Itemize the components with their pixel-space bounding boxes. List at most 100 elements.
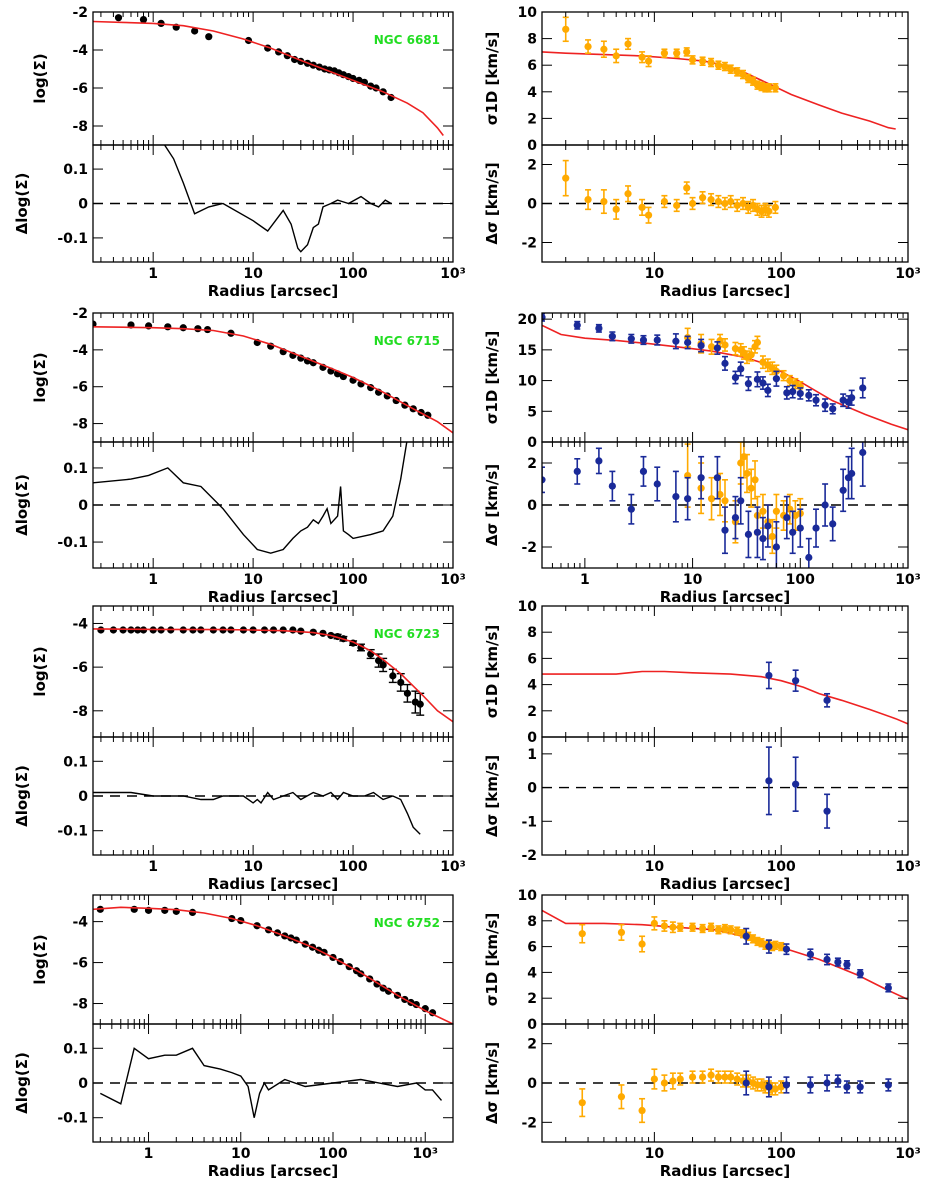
x-tick-label: 10 (645, 266, 665, 282)
y-tick-label: 0 (527, 197, 537, 213)
profile-point (97, 626, 105, 634)
y-tick-label: 8 (527, 32, 537, 48)
dispersion-orange-point (753, 338, 762, 347)
y-tick-label: 5 (527, 404, 537, 420)
dispersion-residual-blue-point (744, 530, 753, 539)
y-tick-label: -8 (72, 997, 88, 1013)
dispersion-residual-blue-point (697, 474, 705, 482)
dispersion-residual-blue-point (812, 524, 820, 532)
dispersion-model-curve (542, 670, 908, 725)
dispersion-residual-orange-point (688, 199, 697, 208)
y-tick-label: 6 (527, 651, 537, 667)
y-tick-label: 10 (518, 374, 538, 390)
dispersion-blue-point (639, 336, 648, 344)
profile-point (164, 323, 172, 331)
dispersion-residual-orange-point (707, 1071, 715, 1079)
profile-point (379, 661, 387, 669)
dispersion-orange-point (780, 372, 788, 380)
dispersion-residual-blue-point (782, 1081, 791, 1089)
y-tick-label: -8 (72, 119, 88, 135)
x-tick-label: 10 (231, 1146, 251, 1162)
density-frame (92, 11, 454, 146)
dispersion-blue-point (713, 344, 721, 352)
dispersion-blue-point (821, 401, 829, 409)
dispersion-orange-point (765, 84, 773, 92)
x-tick-label: 10³ (440, 859, 466, 875)
y-tick-label: -8 (72, 704, 88, 720)
y-tick-label: 8 (527, 625, 537, 641)
dispersion-orange-point (714, 61, 723, 69)
dispersion-residual-blue-point (834, 1077, 842, 1085)
y-tick-label: 0 (78, 789, 88, 805)
y-tick-label: 0 (527, 138, 537, 154)
dispersion-orange-point (771, 941, 779, 949)
dispersion-residual-orange-point (765, 207, 773, 215)
residual-ylabel: Δlog(Σ) (13, 173, 31, 235)
dispersion-residual-orange-point (562, 174, 570, 182)
dispersion-orange-point (707, 923, 715, 931)
residual-curve (93, 791, 421, 835)
dispersion-residual-blue-point (627, 505, 635, 513)
y-tick-label: 6 (527, 58, 537, 74)
y-tick-label: -2 (72, 5, 88, 21)
dispersion-orange-point (638, 940, 646, 948)
cluster-name: NGC 6723 (374, 627, 440, 641)
residual-ylabel: Δlog(Σ) (13, 765, 31, 827)
dispersion-residual-orange-point (584, 196, 592, 204)
dispersion-blue-point (806, 950, 815, 958)
y-tick-label: -0.1 (57, 535, 88, 551)
dispersion-residual-blue-point (839, 486, 847, 494)
dispersion-residual-blue-point (765, 777, 773, 785)
dispersion-orange-point (714, 926, 723, 934)
dispersion-blue-point (823, 696, 831, 704)
dispersion-frame (541, 894, 909, 1025)
dispersion-residual-blue-point (639, 467, 648, 475)
profile-point (130, 905, 138, 913)
density-frame (92, 312, 454, 443)
dispersion-orange-point (562, 25, 570, 33)
dispersion-residual-blue-point (823, 1079, 831, 1087)
y-tick-label: -4 (72, 915, 88, 931)
dispersion-orange-point (660, 922, 669, 930)
density-ylabel: log(Σ) (31, 53, 49, 103)
profile-point (416, 700, 424, 708)
dispersion-orange-point (660, 49, 669, 57)
dispersion-residual-orange-point (771, 203, 779, 211)
dispersion-residual-blue-point (805, 553, 813, 562)
y-tick-label: 15 (518, 343, 537, 359)
y-tick-label: 0 (78, 197, 88, 213)
dispersion-residual-blue-point (731, 514, 740, 522)
dispersion-orange-point (721, 341, 729, 349)
y-tick-label: 0 (527, 730, 537, 746)
dispersion-residual-orange-point (707, 196, 715, 204)
y-tick-label: -0.1 (57, 231, 88, 247)
dispersion-blue-point (796, 389, 804, 398)
dispersion-residual-orange-point (721, 497, 729, 505)
dispersion-blue-point (783, 389, 791, 397)
x-tick-label: 10³ (440, 572, 466, 588)
dispersion-blue-point (792, 677, 800, 685)
dispersion-residual-orange-point (660, 1079, 669, 1087)
x-tick-label: 10³ (895, 266, 921, 282)
x-tick-label: 10 (683, 572, 703, 588)
dispersion-residual-blue-point (595, 457, 603, 465)
x-tick-label: 10 (645, 1146, 665, 1162)
model-curve (93, 628, 453, 723)
dispersion-blue-point (789, 388, 797, 396)
dispersion-model-curve (542, 324, 908, 431)
dispersion-residual-xlabel: Radius [arcsec] (660, 282, 791, 300)
y-tick-label: 0.1 (63, 461, 88, 477)
dispersion-residual-orange-point (638, 1106, 646, 1115)
dispersion-blue-point (834, 958, 842, 966)
dispersion-orange-point (786, 376, 794, 385)
dispersion-orange-point (721, 924, 729, 933)
profile-point (374, 656, 383, 665)
y-tick-label: 10 (518, 888, 538, 904)
y-tick-label: -0.1 (57, 1111, 88, 1127)
y-tick-label: 6 (527, 940, 537, 956)
dispersion-orange-point (669, 923, 677, 931)
dispersion-residual-orange-point (772, 507, 780, 515)
dispersion-orange-point (733, 927, 741, 935)
